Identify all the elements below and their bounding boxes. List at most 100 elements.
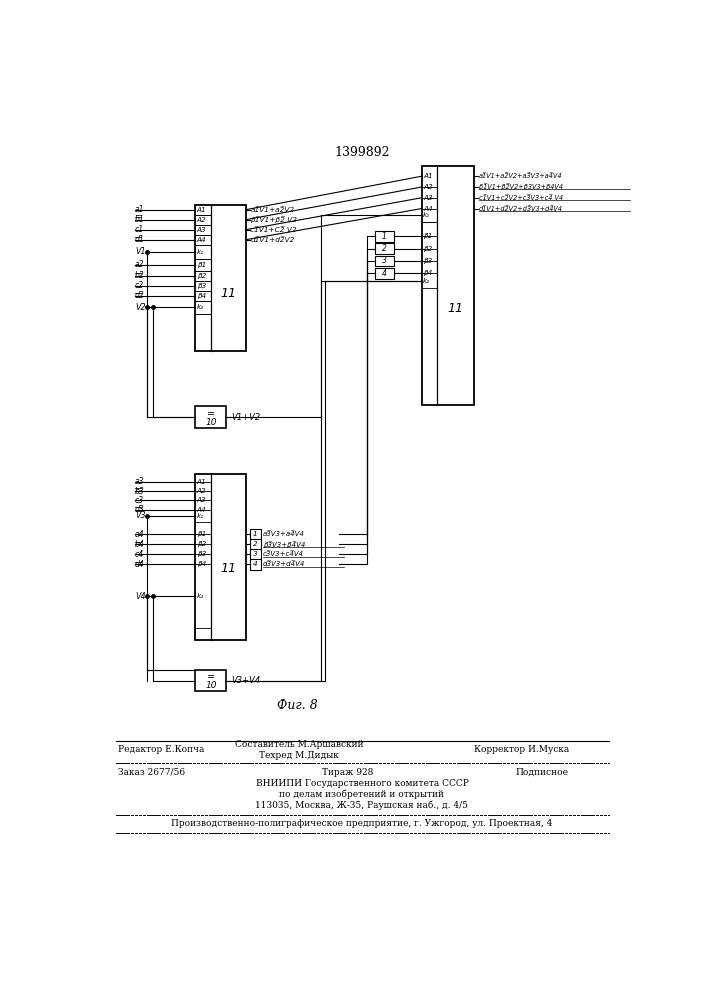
Text: b4: b4 — [135, 540, 145, 549]
Text: k₂: k₂ — [197, 304, 204, 310]
Text: Подписное: Подписное — [516, 768, 569, 777]
Text: 10: 10 — [205, 418, 216, 427]
Text: A3: A3 — [197, 227, 206, 233]
Text: 2: 2 — [382, 244, 387, 253]
Text: β3: β3 — [197, 283, 206, 289]
Bar — [375, 256, 394, 266]
Text: Техред М.Дидык: Техред М.Дидык — [259, 751, 339, 760]
Text: k₁: k₁ — [197, 249, 204, 255]
Text: a3̅V3+a4̅V4: a3̅V3+a4̅V4 — [263, 531, 305, 537]
Text: V3: V3 — [135, 511, 146, 520]
Text: d4: d4 — [135, 560, 145, 569]
Text: c1: c1 — [135, 225, 144, 234]
Text: a1: a1 — [135, 205, 144, 214]
Text: β2: β2 — [423, 246, 433, 252]
Text: 1: 1 — [252, 531, 257, 537]
Text: 11: 11 — [448, 302, 464, 315]
Text: 10: 10 — [205, 681, 216, 690]
Text: β3: β3 — [423, 258, 433, 264]
Text: β2: β2 — [197, 273, 206, 279]
Text: β3̅V3+β4̅V4: β3̅V3+β4̅V4 — [263, 541, 305, 548]
Text: Заказ 2677/56: Заказ 2677/56 — [118, 768, 185, 777]
Text: β3: β3 — [197, 551, 206, 557]
Text: β4: β4 — [197, 561, 206, 567]
Bar — [250, 559, 261, 570]
Text: d3̅V3+d4̅V4: d3̅V3+d4̅V4 — [263, 561, 305, 567]
Text: ВНИИПИ Государственного комитета СССР: ВНИИПИ Государственного комитета СССР — [255, 779, 469, 788]
Text: Редактор Е.Копча: Редактор Е.Копча — [118, 745, 204, 754]
Text: a1̅V1+a2̅V2+a3̅V3+a4̅V4: a1̅V1+a2̅V2+a3̅V3+a4̅V4 — [479, 173, 563, 179]
Text: d1: d1 — [135, 235, 145, 244]
Text: β1: β1 — [197, 531, 206, 537]
Text: 1399892: 1399892 — [334, 146, 390, 159]
Text: c3: c3 — [135, 496, 144, 505]
Text: b3: b3 — [135, 487, 145, 496]
Text: Производственно-полиграфическое предприятие, г. Ужгород, ул. Проектная, 4: Производственно-полиграфическое предприя… — [171, 819, 553, 828]
Bar — [375, 231, 394, 242]
Text: d2: d2 — [135, 291, 145, 300]
Text: 1: 1 — [382, 232, 387, 241]
Text: A4: A4 — [197, 237, 206, 243]
Text: Тираж 928: Тираж 928 — [322, 768, 374, 777]
Text: c3̅V3+c4̅V4: c3̅V3+c4̅V4 — [263, 551, 304, 557]
Text: a3: a3 — [135, 477, 144, 486]
Text: V1+V2: V1+V2 — [232, 413, 261, 422]
Text: 2: 2 — [252, 541, 257, 547]
Bar — [250, 539, 261, 550]
Bar — [195, 474, 246, 640]
Text: =: = — [206, 672, 215, 682]
Text: V2: V2 — [135, 303, 146, 312]
Text: β4: β4 — [197, 293, 206, 299]
Text: =: = — [206, 409, 215, 419]
Text: k₁: k₁ — [197, 513, 204, 519]
Text: Составитель М.Аршавский: Составитель М.Аршавский — [235, 740, 363, 749]
Bar — [250, 529, 261, 540]
Bar — [421, 166, 474, 405]
Text: b̅1: b̅1 — [135, 215, 145, 224]
Text: d1̅V1+d2̅V2+d3̅V3+d4̅V4: d1̅V1+d2̅V2+d3̅V3+d4̅V4 — [479, 206, 563, 212]
Text: 11: 11 — [221, 562, 236, 575]
Bar — [195, 670, 226, 691]
Text: d1̅V1+d2̅V2: d1̅V1+d2̅V2 — [250, 237, 295, 243]
Bar — [375, 268, 394, 279]
Text: A2: A2 — [197, 488, 206, 494]
Text: A2: A2 — [197, 217, 206, 223]
Text: A3: A3 — [197, 497, 206, 503]
Text: V3+V4: V3+V4 — [232, 676, 261, 685]
Text: β1: β1 — [197, 262, 206, 268]
Text: b2: b2 — [135, 271, 145, 280]
Text: 11: 11 — [221, 287, 236, 300]
Text: 3: 3 — [382, 256, 387, 265]
Text: a2: a2 — [135, 260, 144, 269]
Text: V4: V4 — [135, 592, 146, 601]
Text: 4: 4 — [382, 269, 387, 278]
Text: A4: A4 — [197, 507, 206, 513]
Text: k₂: k₂ — [197, 593, 204, 599]
Text: d3: d3 — [135, 505, 145, 514]
Text: Корректор И.Муска: Корректор И.Муска — [474, 745, 569, 754]
Text: c1̅V1+c2̅V2+c3̅V3+c4̅ V4: c1̅V1+c2̅V2+c3̅V3+c4̅ V4 — [479, 195, 563, 201]
Text: V1: V1 — [135, 247, 146, 256]
Text: c2: c2 — [135, 281, 144, 290]
Text: β2: β2 — [197, 541, 206, 547]
Text: A1: A1 — [197, 479, 206, 485]
Text: β1: β1 — [423, 233, 433, 239]
Text: β4: β4 — [423, 270, 433, 276]
Text: A1: A1 — [423, 173, 433, 179]
Bar — [195, 205, 246, 351]
Text: Фиг. 8: Фиг. 8 — [277, 699, 318, 712]
Text: a1̅V1+a2̅V2: a1̅V1+a2̅V2 — [250, 207, 295, 213]
Bar — [195, 406, 226, 428]
Text: k₂: k₂ — [423, 278, 431, 284]
Text: β1̅V1+β2̅ V2: β1̅V1+β2̅ V2 — [250, 216, 298, 223]
Text: β1̅V1+β2̅V2+β3V3+β4V4: β1̅V1+β2̅V2+β3V3+β4V4 — [479, 184, 563, 190]
Text: 3: 3 — [252, 551, 257, 557]
Text: k₁: k₁ — [423, 212, 431, 218]
Text: c4: c4 — [135, 550, 144, 559]
Text: 113035, Москва, Ж-35, Раушская наб., д. 4/5: 113035, Москва, Ж-35, Раушская наб., д. … — [255, 801, 469, 810]
Text: c1̅V1+C2̅ V2: c1̅V1+C2̅ V2 — [250, 227, 297, 233]
Bar — [375, 243, 394, 254]
Text: по делам изобретений и открытий: по делам изобретений и открытий — [279, 790, 445, 799]
Text: 4: 4 — [252, 561, 257, 567]
Text: a4: a4 — [135, 530, 144, 539]
